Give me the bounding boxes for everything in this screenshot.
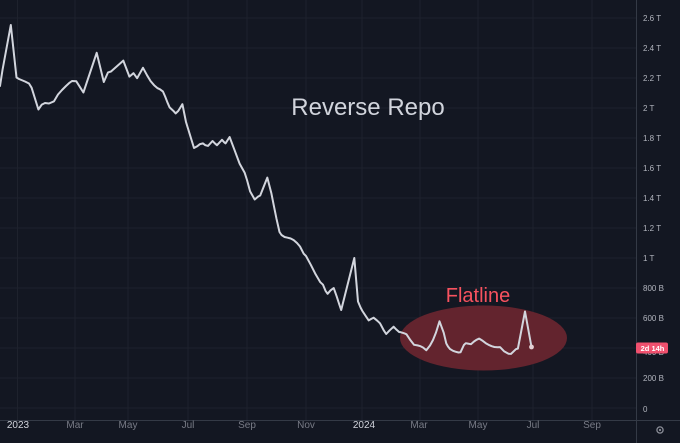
svg-text:Reverse Repo: Reverse Repo: [291, 94, 444, 121]
svg-text:Mar: Mar: [66, 420, 84, 431]
svg-text:800 B: 800 B: [643, 284, 664, 293]
svg-text:1.2 T: 1.2 T: [643, 224, 661, 233]
svg-text:0: 0: [643, 405, 648, 414]
svg-text:2024: 2024: [353, 420, 376, 431]
svg-text:1.8 T: 1.8 T: [643, 134, 661, 143]
svg-text:200 B: 200 B: [643, 374, 664, 383]
svg-text:2 T: 2 T: [643, 104, 655, 113]
svg-text:Jul: Jul: [182, 420, 195, 431]
svg-text:Sep: Sep: [238, 420, 256, 431]
svg-text:600 B: 600 B: [643, 314, 664, 323]
svg-text:Jul: Jul: [527, 420, 540, 431]
svg-text:2d 14h: 2d 14h: [641, 344, 665, 353]
svg-text:May: May: [469, 420, 488, 431]
svg-text:2.6 T: 2.6 T: [643, 14, 661, 23]
svg-text:Nov: Nov: [297, 420, 315, 431]
svg-text:1.4 T: 1.4 T: [643, 194, 661, 203]
svg-text:Mar: Mar: [410, 420, 428, 431]
svg-text:2023: 2023: [7, 420, 30, 431]
svg-text:1.6 T: 1.6 T: [643, 164, 661, 173]
svg-text:Flatline: Flatline: [446, 285, 510, 307]
svg-text:2.2 T: 2.2 T: [643, 74, 661, 83]
svg-text:May: May: [119, 420, 138, 431]
svg-text:1 T: 1 T: [643, 254, 655, 263]
svg-text:2.4 T: 2.4 T: [643, 44, 661, 53]
svg-text:Sep: Sep: [583, 420, 601, 431]
